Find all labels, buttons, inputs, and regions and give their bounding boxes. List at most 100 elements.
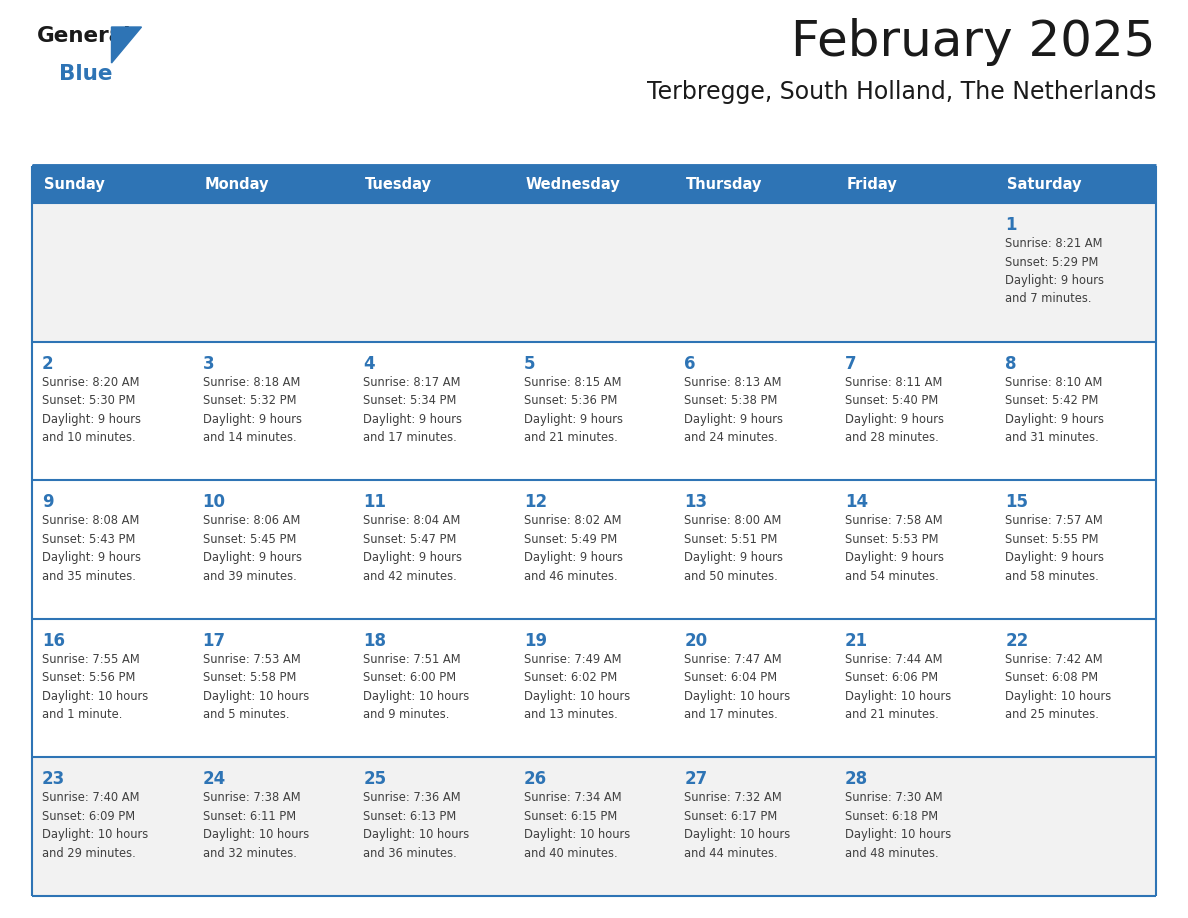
Text: Daylight: 10 hours: Daylight: 10 hours <box>845 689 952 703</box>
Text: Daylight: 9 hours: Daylight: 9 hours <box>524 551 623 565</box>
Text: and 29 minutes.: and 29 minutes. <box>42 847 135 860</box>
Text: Sunset: 6:02 PM: Sunset: 6:02 PM <box>524 671 617 684</box>
Text: 18: 18 <box>364 632 386 650</box>
Text: Daylight: 10 hours: Daylight: 10 hours <box>524 828 630 842</box>
Text: and 40 minutes.: and 40 minutes. <box>524 847 618 860</box>
Bar <box>32 619 1156 757</box>
Text: Sunset: 5:49 PM: Sunset: 5:49 PM <box>524 532 617 545</box>
Text: and 48 minutes.: and 48 minutes. <box>845 847 939 860</box>
Bar <box>192 166 353 203</box>
Bar <box>996 166 1156 203</box>
Text: Daylight: 9 hours: Daylight: 9 hours <box>42 412 141 426</box>
Text: Sunset: 5:29 PM: Sunset: 5:29 PM <box>1005 255 1099 268</box>
Text: Sunset: 5:47 PM: Sunset: 5:47 PM <box>364 532 456 545</box>
Text: and 21 minutes.: and 21 minutes. <box>845 709 939 722</box>
Text: 27: 27 <box>684 770 708 789</box>
Text: Blue: Blue <box>59 64 113 84</box>
Text: Sunset: 5:53 PM: Sunset: 5:53 PM <box>845 532 939 545</box>
Text: Sunset: 5:34 PM: Sunset: 5:34 PM <box>364 394 456 407</box>
Text: and 28 minutes.: and 28 minutes. <box>845 431 939 444</box>
Text: Sunrise: 8:11 AM: Sunrise: 8:11 AM <box>845 375 942 388</box>
Text: 21: 21 <box>845 632 868 650</box>
Text: Daylight: 10 hours: Daylight: 10 hours <box>364 828 469 842</box>
Text: Daylight: 9 hours: Daylight: 9 hours <box>364 412 462 426</box>
Text: and 50 minutes.: and 50 minutes. <box>684 570 778 583</box>
Text: and 17 minutes.: and 17 minutes. <box>684 709 778 722</box>
Text: Sunset: 5:55 PM: Sunset: 5:55 PM <box>1005 532 1099 545</box>
Text: 6: 6 <box>684 354 696 373</box>
Text: 10: 10 <box>203 493 226 511</box>
Text: and 25 minutes.: and 25 minutes. <box>1005 709 1099 722</box>
Text: Daylight: 10 hours: Daylight: 10 hours <box>845 828 952 842</box>
Text: Monday: Monday <box>204 177 268 192</box>
Text: Daylight: 9 hours: Daylight: 9 hours <box>364 551 462 565</box>
Text: 7: 7 <box>845 354 857 373</box>
Text: and 54 minutes.: and 54 minutes. <box>845 570 939 583</box>
Text: 17: 17 <box>203 632 226 650</box>
Text: Sunrise: 8:06 AM: Sunrise: 8:06 AM <box>203 514 299 527</box>
Text: 9: 9 <box>42 493 53 511</box>
Text: Daylight: 9 hours: Daylight: 9 hours <box>684 551 783 565</box>
Bar <box>32 203 1156 341</box>
Bar <box>32 757 1156 896</box>
Text: Sunrise: 7:38 AM: Sunrise: 7:38 AM <box>203 791 301 804</box>
Text: Daylight: 9 hours: Daylight: 9 hours <box>684 412 783 426</box>
Text: Sunrise: 8:08 AM: Sunrise: 8:08 AM <box>42 514 139 527</box>
Text: Daylight: 9 hours: Daylight: 9 hours <box>1005 412 1105 426</box>
Text: and 24 minutes.: and 24 minutes. <box>684 431 778 444</box>
Text: Daylight: 9 hours: Daylight: 9 hours <box>524 412 623 426</box>
Text: 4: 4 <box>364 354 374 373</box>
Text: and 58 minutes.: and 58 minutes. <box>1005 570 1099 583</box>
Text: and 7 minutes.: and 7 minutes. <box>1005 293 1092 306</box>
Text: Daylight: 10 hours: Daylight: 10 hours <box>42 828 148 842</box>
Text: Sunset: 6:08 PM: Sunset: 6:08 PM <box>1005 671 1099 684</box>
Bar <box>835 166 996 203</box>
Text: and 39 minutes.: and 39 minutes. <box>203 570 296 583</box>
Text: 19: 19 <box>524 632 546 650</box>
Text: Friday: Friday <box>847 177 898 192</box>
Text: Daylight: 9 hours: Daylight: 9 hours <box>203 551 302 565</box>
Text: Thursday: Thursday <box>687 177 763 192</box>
Text: 3: 3 <box>203 354 214 373</box>
Text: 26: 26 <box>524 770 546 789</box>
Text: Sunset: 6:13 PM: Sunset: 6:13 PM <box>364 810 456 823</box>
Text: Sunrise: 8:02 AM: Sunrise: 8:02 AM <box>524 514 621 527</box>
Text: Daylight: 10 hours: Daylight: 10 hours <box>203 689 309 703</box>
Text: Daylight: 10 hours: Daylight: 10 hours <box>364 689 469 703</box>
Text: Sunrise: 7:34 AM: Sunrise: 7:34 AM <box>524 791 621 804</box>
Text: Sunrise: 8:18 AM: Sunrise: 8:18 AM <box>203 375 299 388</box>
Text: Wednesday: Wednesday <box>526 177 620 192</box>
Text: 28: 28 <box>845 770 868 789</box>
Text: Sunset: 6:17 PM: Sunset: 6:17 PM <box>684 810 777 823</box>
Text: 22: 22 <box>1005 632 1029 650</box>
Text: Sunrise: 8:13 AM: Sunrise: 8:13 AM <box>684 375 782 388</box>
Text: 23: 23 <box>42 770 65 789</box>
Text: and 46 minutes.: and 46 minutes. <box>524 570 618 583</box>
Text: and 44 minutes.: and 44 minutes. <box>684 847 778 860</box>
Text: Sunrise: 7:44 AM: Sunrise: 7:44 AM <box>845 653 942 666</box>
Bar <box>32 480 1156 619</box>
Text: 13: 13 <box>684 493 707 511</box>
Text: Sunrise: 8:04 AM: Sunrise: 8:04 AM <box>364 514 461 527</box>
Text: and 9 minutes.: and 9 minutes. <box>364 709 449 722</box>
Text: Daylight: 9 hours: Daylight: 9 hours <box>203 412 302 426</box>
Text: Sunrise: 7:58 AM: Sunrise: 7:58 AM <box>845 514 942 527</box>
Text: Sunset: 5:43 PM: Sunset: 5:43 PM <box>42 532 135 545</box>
Text: Sunset: 5:36 PM: Sunset: 5:36 PM <box>524 394 617 407</box>
Text: Sunset: 5:30 PM: Sunset: 5:30 PM <box>42 394 135 407</box>
Text: 14: 14 <box>845 493 868 511</box>
Text: 1: 1 <box>1005 216 1017 234</box>
Text: Sunset: 5:40 PM: Sunset: 5:40 PM <box>845 394 939 407</box>
Text: Tuesday: Tuesday <box>365 177 432 192</box>
Text: Daylight: 10 hours: Daylight: 10 hours <box>203 828 309 842</box>
Bar <box>353 166 513 203</box>
Text: and 10 minutes.: and 10 minutes. <box>42 431 135 444</box>
Text: Daylight: 10 hours: Daylight: 10 hours <box>524 689 630 703</box>
Text: and 13 minutes.: and 13 minutes. <box>524 709 618 722</box>
Text: and 14 minutes.: and 14 minutes. <box>203 431 296 444</box>
Text: 24: 24 <box>203 770 226 789</box>
Text: Sunset: 5:32 PM: Sunset: 5:32 PM <box>203 394 296 407</box>
Text: Daylight: 9 hours: Daylight: 9 hours <box>42 551 141 565</box>
Text: Sunrise: 7:57 AM: Sunrise: 7:57 AM <box>1005 514 1104 527</box>
Text: Daylight: 10 hours: Daylight: 10 hours <box>1005 689 1112 703</box>
